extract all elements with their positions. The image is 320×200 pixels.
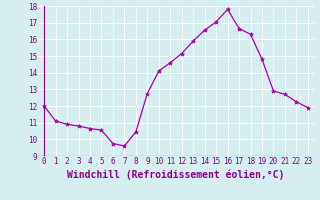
X-axis label: Windchill (Refroidissement éolien,°C): Windchill (Refroidissement éolien,°C)	[67, 169, 285, 180]
